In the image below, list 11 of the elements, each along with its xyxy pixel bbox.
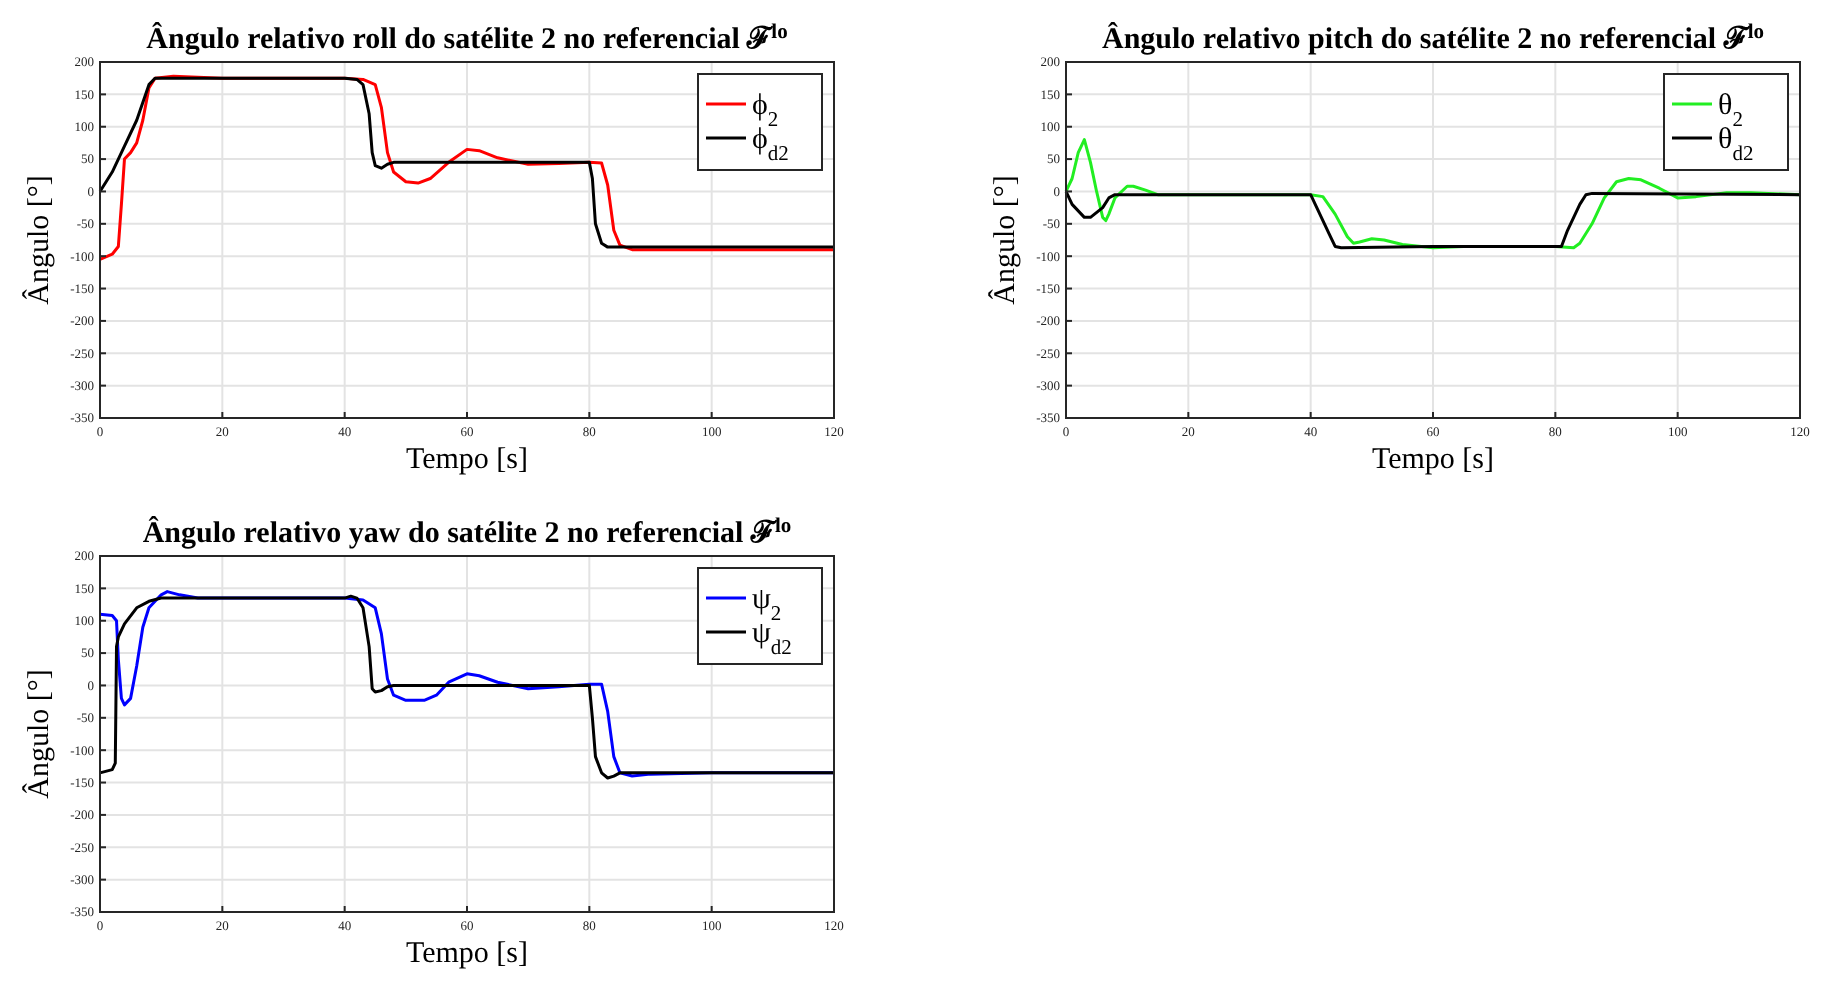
chart-title: Ângulo relativo yaw do satélite 2 no referencial ℱ$^{lo}$ bbox=[142, 514, 792, 550]
legend-label: θ$_{d2}$ bbox=[1718, 124, 1754, 165]
x-axis-title: Tempo [s] bbox=[405, 938, 529, 970]
x-axis-title: Tempo [s] bbox=[405, 444, 529, 476]
x-axis-title: Tempo [s] bbox=[1371, 444, 1495, 476]
chart-title: Ângulo relativo roll do satélite 2 no referencial ℱ$^{lo}$ bbox=[146, 20, 788, 56]
y-axis-title: Ângulo [°] bbox=[22, 175, 56, 305]
chart-title: Ângulo relativo pitch do satélite 2 no referencial ℱ$^{lo}$ bbox=[1102, 20, 1764, 56]
line-series bbox=[1064, 189, 1802, 250]
y-axis-title: Ângulo [°] bbox=[22, 669, 56, 799]
y-axis-title: Ângulo [°] bbox=[988, 175, 1022, 305]
